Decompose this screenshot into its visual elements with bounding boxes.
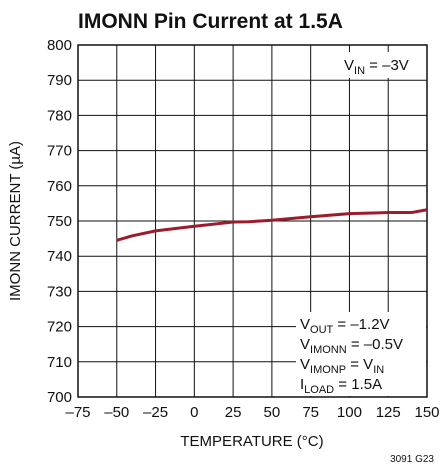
x-tick-label: 25	[225, 404, 242, 421]
y-tick-label: 740	[47, 248, 72, 265]
annotation-part: OUT	[310, 324, 334, 336]
plot-frame	[77, 44, 428, 398]
annotation-part: V	[300, 336, 310, 353]
annotation-part: = –1.2V	[333, 316, 389, 333]
annotation-part: LOAD	[304, 384, 334, 396]
x-tick-label: –75	[65, 404, 90, 421]
chart-title: IMONN Pin Current at 1.5A	[78, 10, 343, 33]
footnote: 3091 G23	[390, 454, 434, 465]
x-tick-label: 150	[414, 404, 439, 421]
y-tick-label: 730	[47, 283, 72, 300]
y-tick-label: 770	[47, 143, 72, 160]
y-tick-label: 760	[47, 178, 72, 195]
x-tick-label: 125	[376, 404, 401, 421]
x-axis-label: TEMPERATURE (°C)	[180, 433, 323, 450]
annotation-part: IN	[373, 364, 384, 376]
annotation-part: = –3V	[365, 57, 409, 74]
annotation: VOUT = –1.2V	[300, 316, 390, 336]
annotation: VIMONP = VIN	[300, 356, 384, 376]
annotation-part: IMONN	[310, 344, 347, 356]
annotation-part: = –0.5V	[347, 336, 403, 353]
x-tick-label: 0	[190, 404, 198, 421]
annotation-part: IN	[354, 65, 365, 77]
x-tick-label: –25	[143, 404, 168, 421]
y-tick-label: 700	[47, 389, 72, 406]
y-tick-label: 780	[47, 107, 72, 124]
annotation: VIN = –3V	[344, 57, 409, 77]
y-axis-label: IMONN CURRENT (µA)	[7, 141, 24, 301]
y-tick-label: 750	[47, 213, 72, 230]
annotation-background	[338, 52, 424, 78]
annotation-part: V	[344, 57, 354, 74]
x-tick-label: 50	[264, 404, 281, 421]
annotation-part: V	[300, 316, 310, 333]
annotation: VIMONN = –0.5V	[300, 336, 403, 356]
y-tick-label: 800	[47, 37, 72, 54]
x-tick-label: 75	[302, 404, 319, 421]
annotation-part: V	[300, 356, 310, 373]
annotation-part: = 1.5A	[334, 376, 382, 393]
x-tick-label: –50	[104, 404, 129, 421]
annotation-background	[296, 312, 426, 396]
annotation-part: I	[300, 376, 304, 393]
y-tick-label: 790	[47, 72, 72, 89]
annotation-part: IMONP	[310, 364, 346, 376]
data-line	[116, 208, 428, 242]
annotation-part: = V	[346, 356, 373, 373]
y-tick-label: 720	[47, 319, 72, 336]
annotation: ILOAD = 1.5A	[300, 376, 382, 396]
x-tick-label: 100	[337, 404, 362, 421]
y-tick-label: 710	[47, 354, 72, 371]
